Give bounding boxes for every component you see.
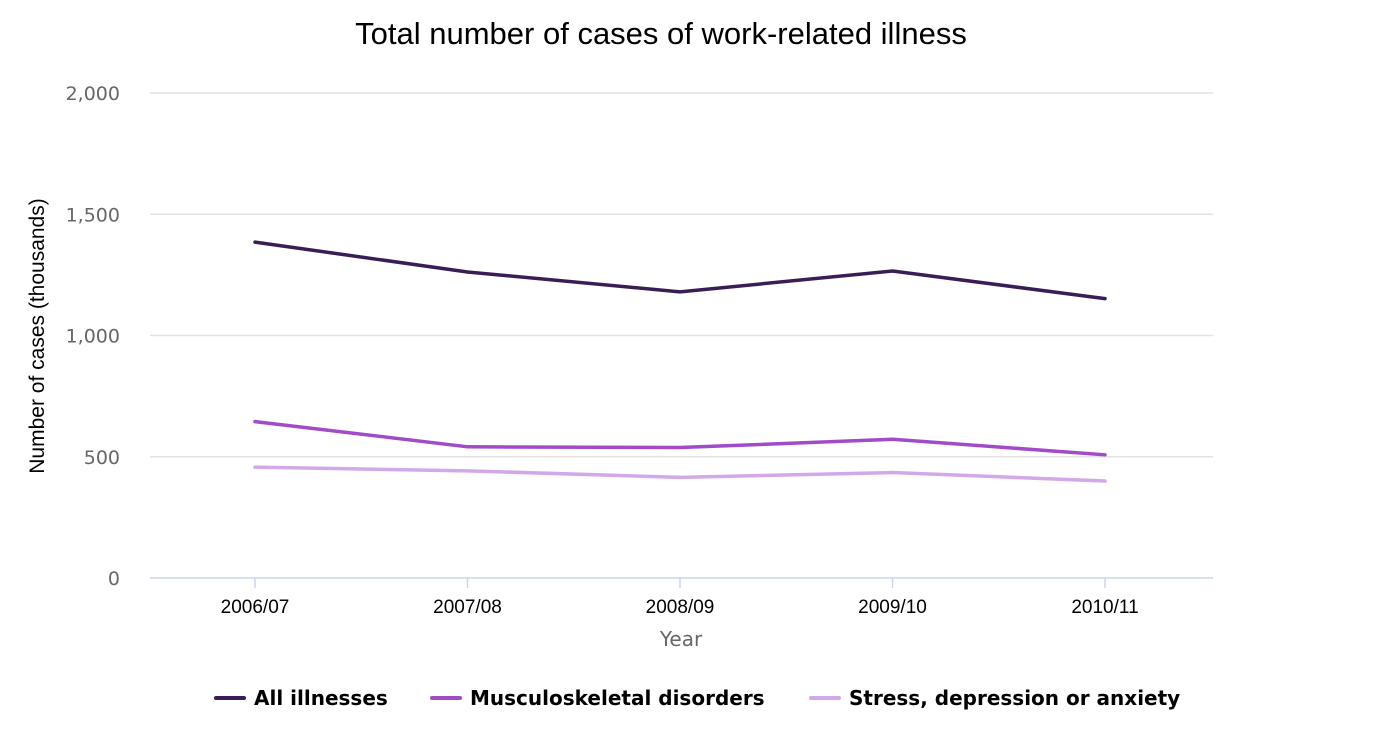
- gridlines: [150, 92, 1213, 458]
- y-tick-label: 2,000: [66, 83, 120, 105]
- legend-label: Musculoskeletal disorders: [470, 686, 765, 710]
- series-line-stress-depression-or-anxiety: [253, 465, 1107, 483]
- x-axis-ticks: 2006/07 2007/08 2008/09 2009/10 2010/11: [221, 578, 1139, 618]
- legend-label: Stress, depression or anxiety: [849, 686, 1180, 710]
- legend-item-stress-depression-or-anxiety[interactable]: Stress, depression or anxiety: [809, 686, 1180, 710]
- x-axis-label: Year: [659, 627, 703, 651]
- legend-item-all-illnesses[interactable]: All illnesses: [214, 686, 388, 710]
- y-tick-label: 1,000: [66, 326, 120, 348]
- series-lines: [253, 240, 1107, 483]
- x-tick-label: 2007/08: [433, 597, 502, 618]
- y-tick-label: 500: [84, 447, 120, 469]
- y-axis-ticks: 0 500 1,000 1,500 2,000: [66, 83, 120, 590]
- x-tick-label: 2008/09: [646, 597, 715, 618]
- legend-item-musculoskeletal-disorders[interactable]: Musculoskeletal disorders: [430, 686, 765, 710]
- y-axis-label: Number of cases (thousands): [26, 198, 49, 473]
- series-line-all-illnesses: [253, 240, 1107, 301]
- series-line-musculoskeletal-disorders: [253, 419, 1107, 457]
- y-tick-label: 1,500: [66, 204, 120, 226]
- legend-label: All illnesses: [254, 686, 388, 710]
- y-tick-label: 0: [108, 568, 120, 590]
- legend: All illnesses Musculoskeletal disorders St…: [214, 686, 1180, 710]
- chart-title: Total number of cases of work-related il…: [355, 16, 967, 51]
- x-tick-label: 2010/11: [1071, 597, 1138, 618]
- x-tick-label: 2006/07: [221, 597, 290, 618]
- x-tick-label: 2009/10: [858, 597, 927, 618]
